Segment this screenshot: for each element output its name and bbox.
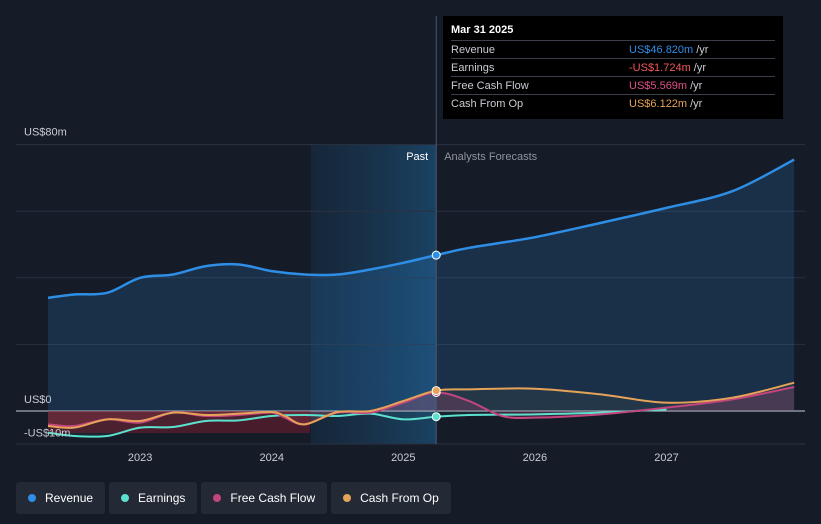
legend-item-free-cash-flow[interactable]: Free Cash Flow (201, 482, 328, 514)
tooltip-date: Mar 31 2025 (451, 24, 514, 36)
tooltip-row: Free Cash Flow US$5.569m/yr (451, 76, 775, 94)
tooltip-row: Cash From Op US$6.122m/yr (451, 94, 775, 112)
legend-label: Cash From Op (360, 491, 439, 505)
tooltip-row-unit: /yr (690, 97, 703, 110)
legend-dot-icon (213, 494, 222, 502)
series-line-earnings (47, 408, 667, 438)
x-axis-tick-2026: 2026 (523, 452, 547, 464)
x-axis-tick-2025: 2025 (391, 452, 415, 464)
legend-dot-icon (28, 494, 36, 502)
series-area-cash-from-op (48, 382, 795, 428)
legend: Revenue Earnings Free Cash Flow Cash From O… (16, 482, 451, 514)
legend-item-cash-from-op[interactable]: Cash From Op (331, 482, 451, 514)
legend-dot-icon (343, 494, 352, 502)
tooltip-row-label: Cash From Op (451, 97, 524, 110)
gridlines (16, 144, 805, 445)
tooltip: Mar 31 2025 Revenue US$46.820m/yr Earnings… (443, 16, 783, 119)
tooltip-row-value: US$46.820m (629, 43, 694, 56)
tooltip-row-label: Earnings (451, 61, 495, 74)
series-marker-cash-from-op (431, 386, 441, 396)
series-marker-earnings (431, 412, 441, 422)
tooltip-row-unit: /yr (690, 79, 703, 92)
x-axis-tick-2023: 2023 (128, 452, 152, 464)
legend-item-earnings[interactable]: Earnings (109, 482, 198, 514)
legend-label: Revenue (45, 491, 94, 505)
tooltip-row: Revenue US$46.820m/yr (451, 40, 775, 58)
series-area-free-cash-flow (48, 387, 795, 427)
series-marker-revenue (431, 250, 441, 260)
axis-labels: US$80m US$0 -US$10m 2023 2024 2025 2026 2027 Pas… (24, 127, 679, 464)
y-axis-label-top: US$80m (24, 127, 67, 139)
series-line-revenue (47, 158, 795, 300)
tooltip-row-label: Revenue (451, 43, 496, 56)
past-region (311, 145, 437, 444)
legend-label: Free Cash Flow (230, 491, 316, 505)
tooltip-row-value: -US$1.724m (629, 61, 691, 74)
series-line-cash-from-op (47, 381, 795, 429)
tooltip-row-label: Free Cash Flow (451, 79, 529, 92)
x-axis-tick-2024: 2024 (259, 452, 283, 464)
x-axis-tick-2027: 2027 (654, 452, 678, 464)
tooltip-row-value: US$5.569m (629, 79, 688, 92)
series-markers (431, 250, 441, 422)
tooltip-row-value: US$6.122m (629, 97, 688, 110)
legend-dot-icon (121, 494, 130, 502)
forecast-label: Analysts Forecasts (444, 151, 537, 163)
y-axis-label-negative: -US$10m (24, 427, 70, 439)
tooltip-row: Earnings -US$1.724m/yr (451, 58, 775, 76)
past-label: Past (406, 151, 428, 163)
tooltip-row-unit: /yr (693, 61, 706, 74)
y-axis-label-zero: US$0 (24, 394, 52, 406)
series-lines (47, 158, 795, 438)
tooltip-row-unit: /yr (696, 43, 709, 56)
legend-item-revenue[interactable]: Revenue (16, 482, 106, 514)
negative-region (48, 411, 310, 433)
legend-label: Earnings (138, 491, 186, 505)
